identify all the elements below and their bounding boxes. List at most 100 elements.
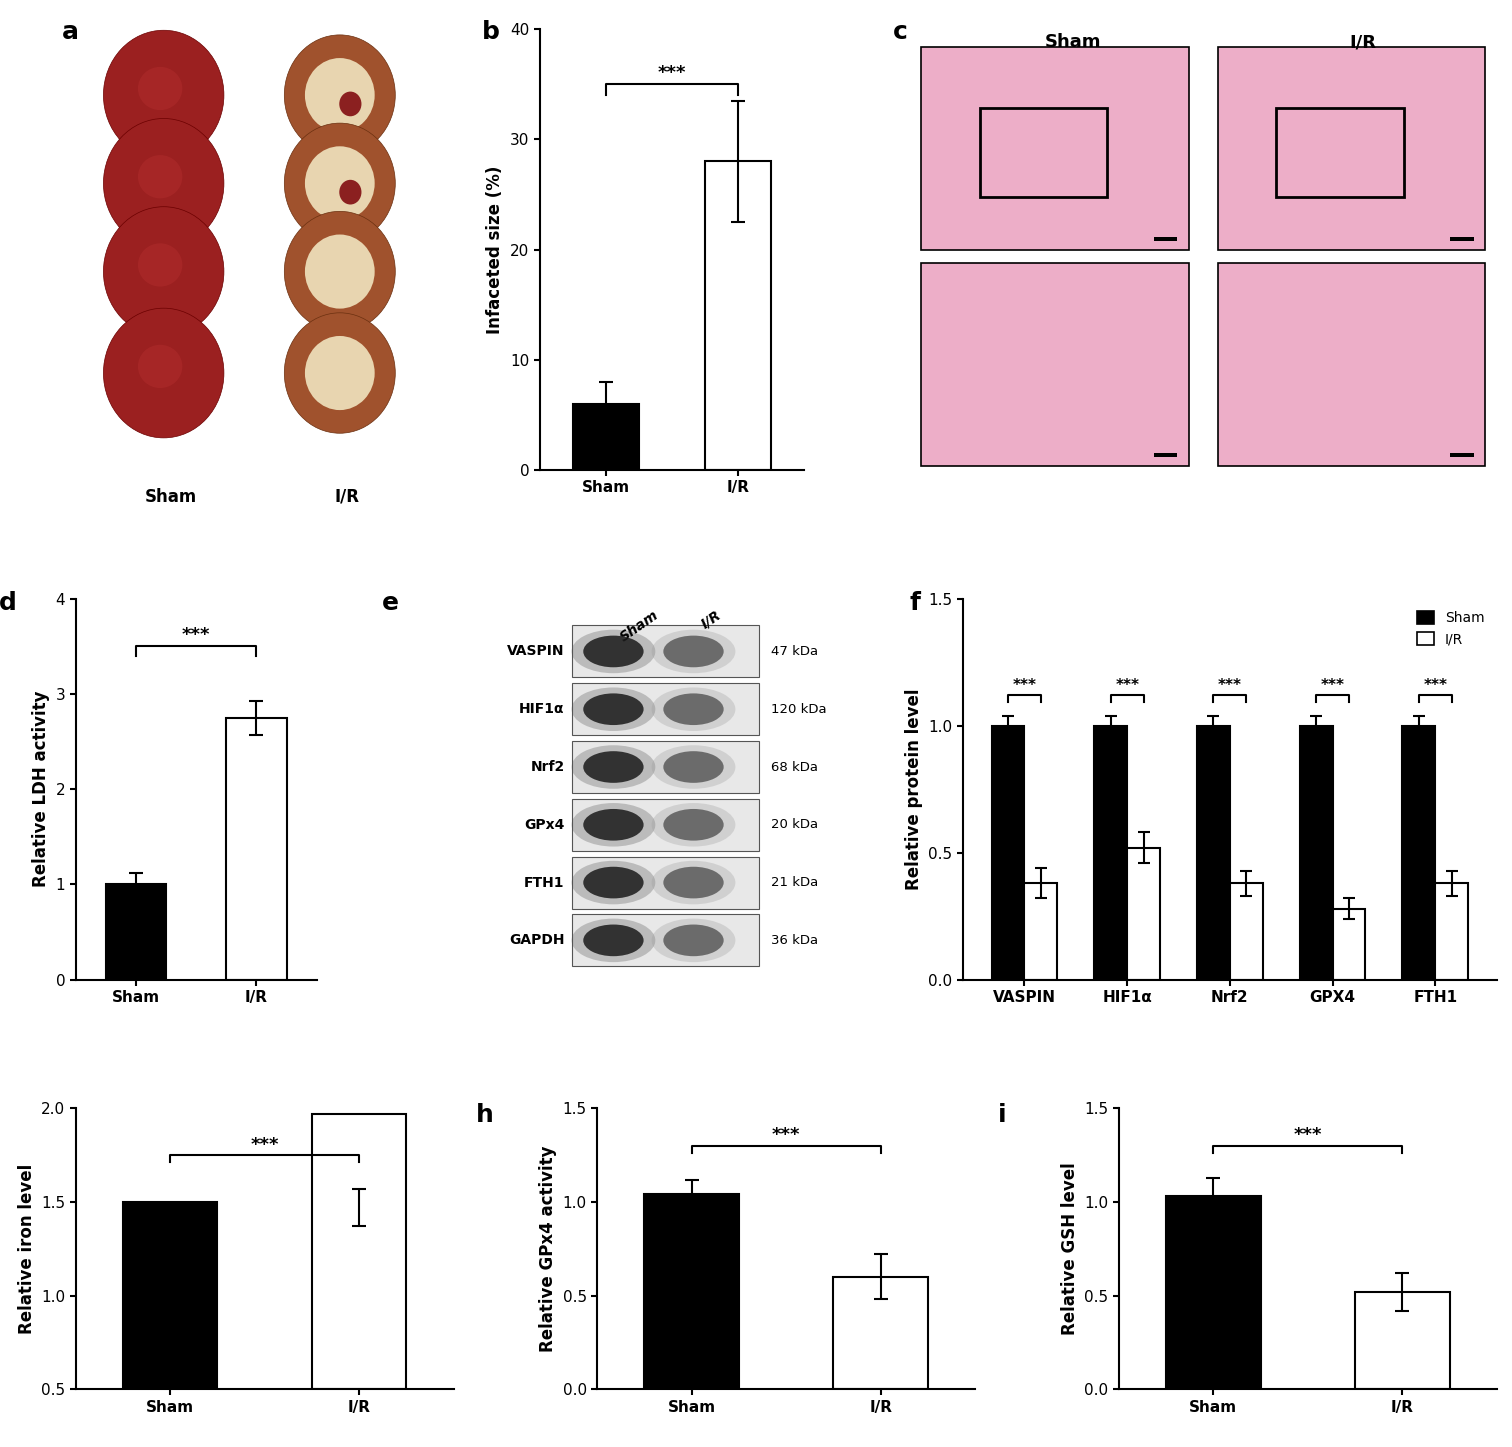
Text: Nrf2: Nrf2 xyxy=(531,760,564,774)
Legend: Sham, I/R: Sham, I/R xyxy=(1411,606,1489,651)
Ellipse shape xyxy=(572,687,655,731)
Ellipse shape xyxy=(652,629,735,673)
Ellipse shape xyxy=(652,745,735,789)
Ellipse shape xyxy=(284,123,395,243)
FancyBboxPatch shape xyxy=(573,915,759,967)
Text: ***: *** xyxy=(1013,677,1037,693)
Bar xyxy=(1300,726,1332,980)
Text: ***: *** xyxy=(1116,677,1139,693)
FancyBboxPatch shape xyxy=(921,263,1188,466)
Bar xyxy=(1435,883,1468,980)
Bar xyxy=(833,1276,928,1389)
Bar xyxy=(1095,726,1126,980)
Ellipse shape xyxy=(664,809,724,841)
Text: I/R: I/R xyxy=(699,608,724,632)
Text: Sham: Sham xyxy=(618,608,662,645)
Ellipse shape xyxy=(664,867,724,899)
FancyBboxPatch shape xyxy=(1450,453,1474,457)
Text: ***: *** xyxy=(658,64,686,82)
Text: 68 kDa: 68 kDa xyxy=(771,761,818,774)
Bar xyxy=(1126,848,1160,980)
Text: ***: *** xyxy=(773,1126,800,1145)
Text: a: a xyxy=(62,20,79,43)
Bar xyxy=(106,884,166,980)
Ellipse shape xyxy=(664,925,724,956)
Bar xyxy=(1229,883,1263,980)
Text: 47 kDa: 47 kDa xyxy=(771,645,818,658)
Bar xyxy=(573,404,638,470)
Ellipse shape xyxy=(103,119,224,249)
Bar xyxy=(311,1114,407,1389)
Ellipse shape xyxy=(584,635,644,667)
Ellipse shape xyxy=(284,211,395,331)
Ellipse shape xyxy=(652,687,735,731)
Text: I/R: I/R xyxy=(1350,33,1377,51)
Ellipse shape xyxy=(339,91,361,116)
Y-axis label: Relative iron level: Relative iron level xyxy=(18,1163,35,1334)
Ellipse shape xyxy=(664,751,724,783)
Bar xyxy=(227,718,287,980)
Text: ***: *** xyxy=(251,1136,278,1153)
Text: HIF1α: HIF1α xyxy=(519,702,564,716)
Text: 120 kDa: 120 kDa xyxy=(771,703,826,716)
FancyBboxPatch shape xyxy=(573,741,759,793)
Text: e: e xyxy=(383,592,399,615)
Ellipse shape xyxy=(572,861,655,904)
Ellipse shape xyxy=(664,635,724,667)
Y-axis label: Relative GSH level: Relative GSH level xyxy=(1061,1162,1078,1336)
FancyBboxPatch shape xyxy=(1217,263,1485,466)
Text: 36 kDa: 36 kDa xyxy=(771,933,818,946)
Ellipse shape xyxy=(103,30,224,161)
Ellipse shape xyxy=(138,67,183,110)
Text: i: i xyxy=(998,1103,1007,1127)
Text: GAPDH: GAPDH xyxy=(510,933,564,948)
Text: ***: *** xyxy=(1320,677,1344,693)
Bar xyxy=(1198,726,1229,980)
Text: c: c xyxy=(892,20,907,43)
Ellipse shape xyxy=(305,58,375,132)
Ellipse shape xyxy=(138,243,183,287)
FancyBboxPatch shape xyxy=(1154,453,1178,457)
Y-axis label: Relative LDH activity: Relative LDH activity xyxy=(32,692,50,887)
Text: ***: *** xyxy=(1294,1126,1321,1145)
Ellipse shape xyxy=(584,809,644,841)
Text: 20 kDa: 20 kDa xyxy=(771,819,818,831)
Ellipse shape xyxy=(572,919,655,962)
FancyBboxPatch shape xyxy=(1217,46,1485,249)
Ellipse shape xyxy=(652,803,735,846)
Ellipse shape xyxy=(339,179,361,204)
Text: Sham: Sham xyxy=(1045,33,1101,51)
Ellipse shape xyxy=(584,925,644,956)
Text: 21 kDa: 21 kDa xyxy=(771,875,818,888)
Ellipse shape xyxy=(138,155,183,198)
Text: VASPIN: VASPIN xyxy=(507,644,564,658)
Ellipse shape xyxy=(305,234,375,308)
Text: d: d xyxy=(0,592,17,615)
Y-axis label: Relative protein level: Relative protein level xyxy=(904,689,922,890)
Y-axis label: Relative GPx4 activity: Relative GPx4 activity xyxy=(540,1146,556,1351)
Ellipse shape xyxy=(652,861,735,904)
Ellipse shape xyxy=(284,35,395,155)
Bar xyxy=(644,1194,739,1389)
FancyBboxPatch shape xyxy=(921,46,1188,249)
Text: f: f xyxy=(909,592,921,615)
FancyBboxPatch shape xyxy=(573,799,759,851)
Text: h: h xyxy=(476,1103,494,1127)
FancyBboxPatch shape xyxy=(573,625,759,677)
Text: FTH1: FTH1 xyxy=(525,875,564,890)
Ellipse shape xyxy=(103,308,224,438)
Bar xyxy=(705,161,771,470)
Ellipse shape xyxy=(572,745,655,789)
Ellipse shape xyxy=(652,919,735,962)
Ellipse shape xyxy=(584,751,644,783)
Ellipse shape xyxy=(584,867,644,899)
FancyBboxPatch shape xyxy=(1154,237,1178,240)
Bar xyxy=(1355,1292,1450,1389)
Ellipse shape xyxy=(572,803,655,846)
Text: ***: *** xyxy=(1423,677,1447,693)
Text: ***: *** xyxy=(1217,677,1241,693)
Text: I/R: I/R xyxy=(334,488,360,505)
Y-axis label: Infaceted size (%): Infaceted size (%) xyxy=(487,165,505,334)
Text: GPx4: GPx4 xyxy=(525,818,564,832)
Ellipse shape xyxy=(103,207,224,336)
